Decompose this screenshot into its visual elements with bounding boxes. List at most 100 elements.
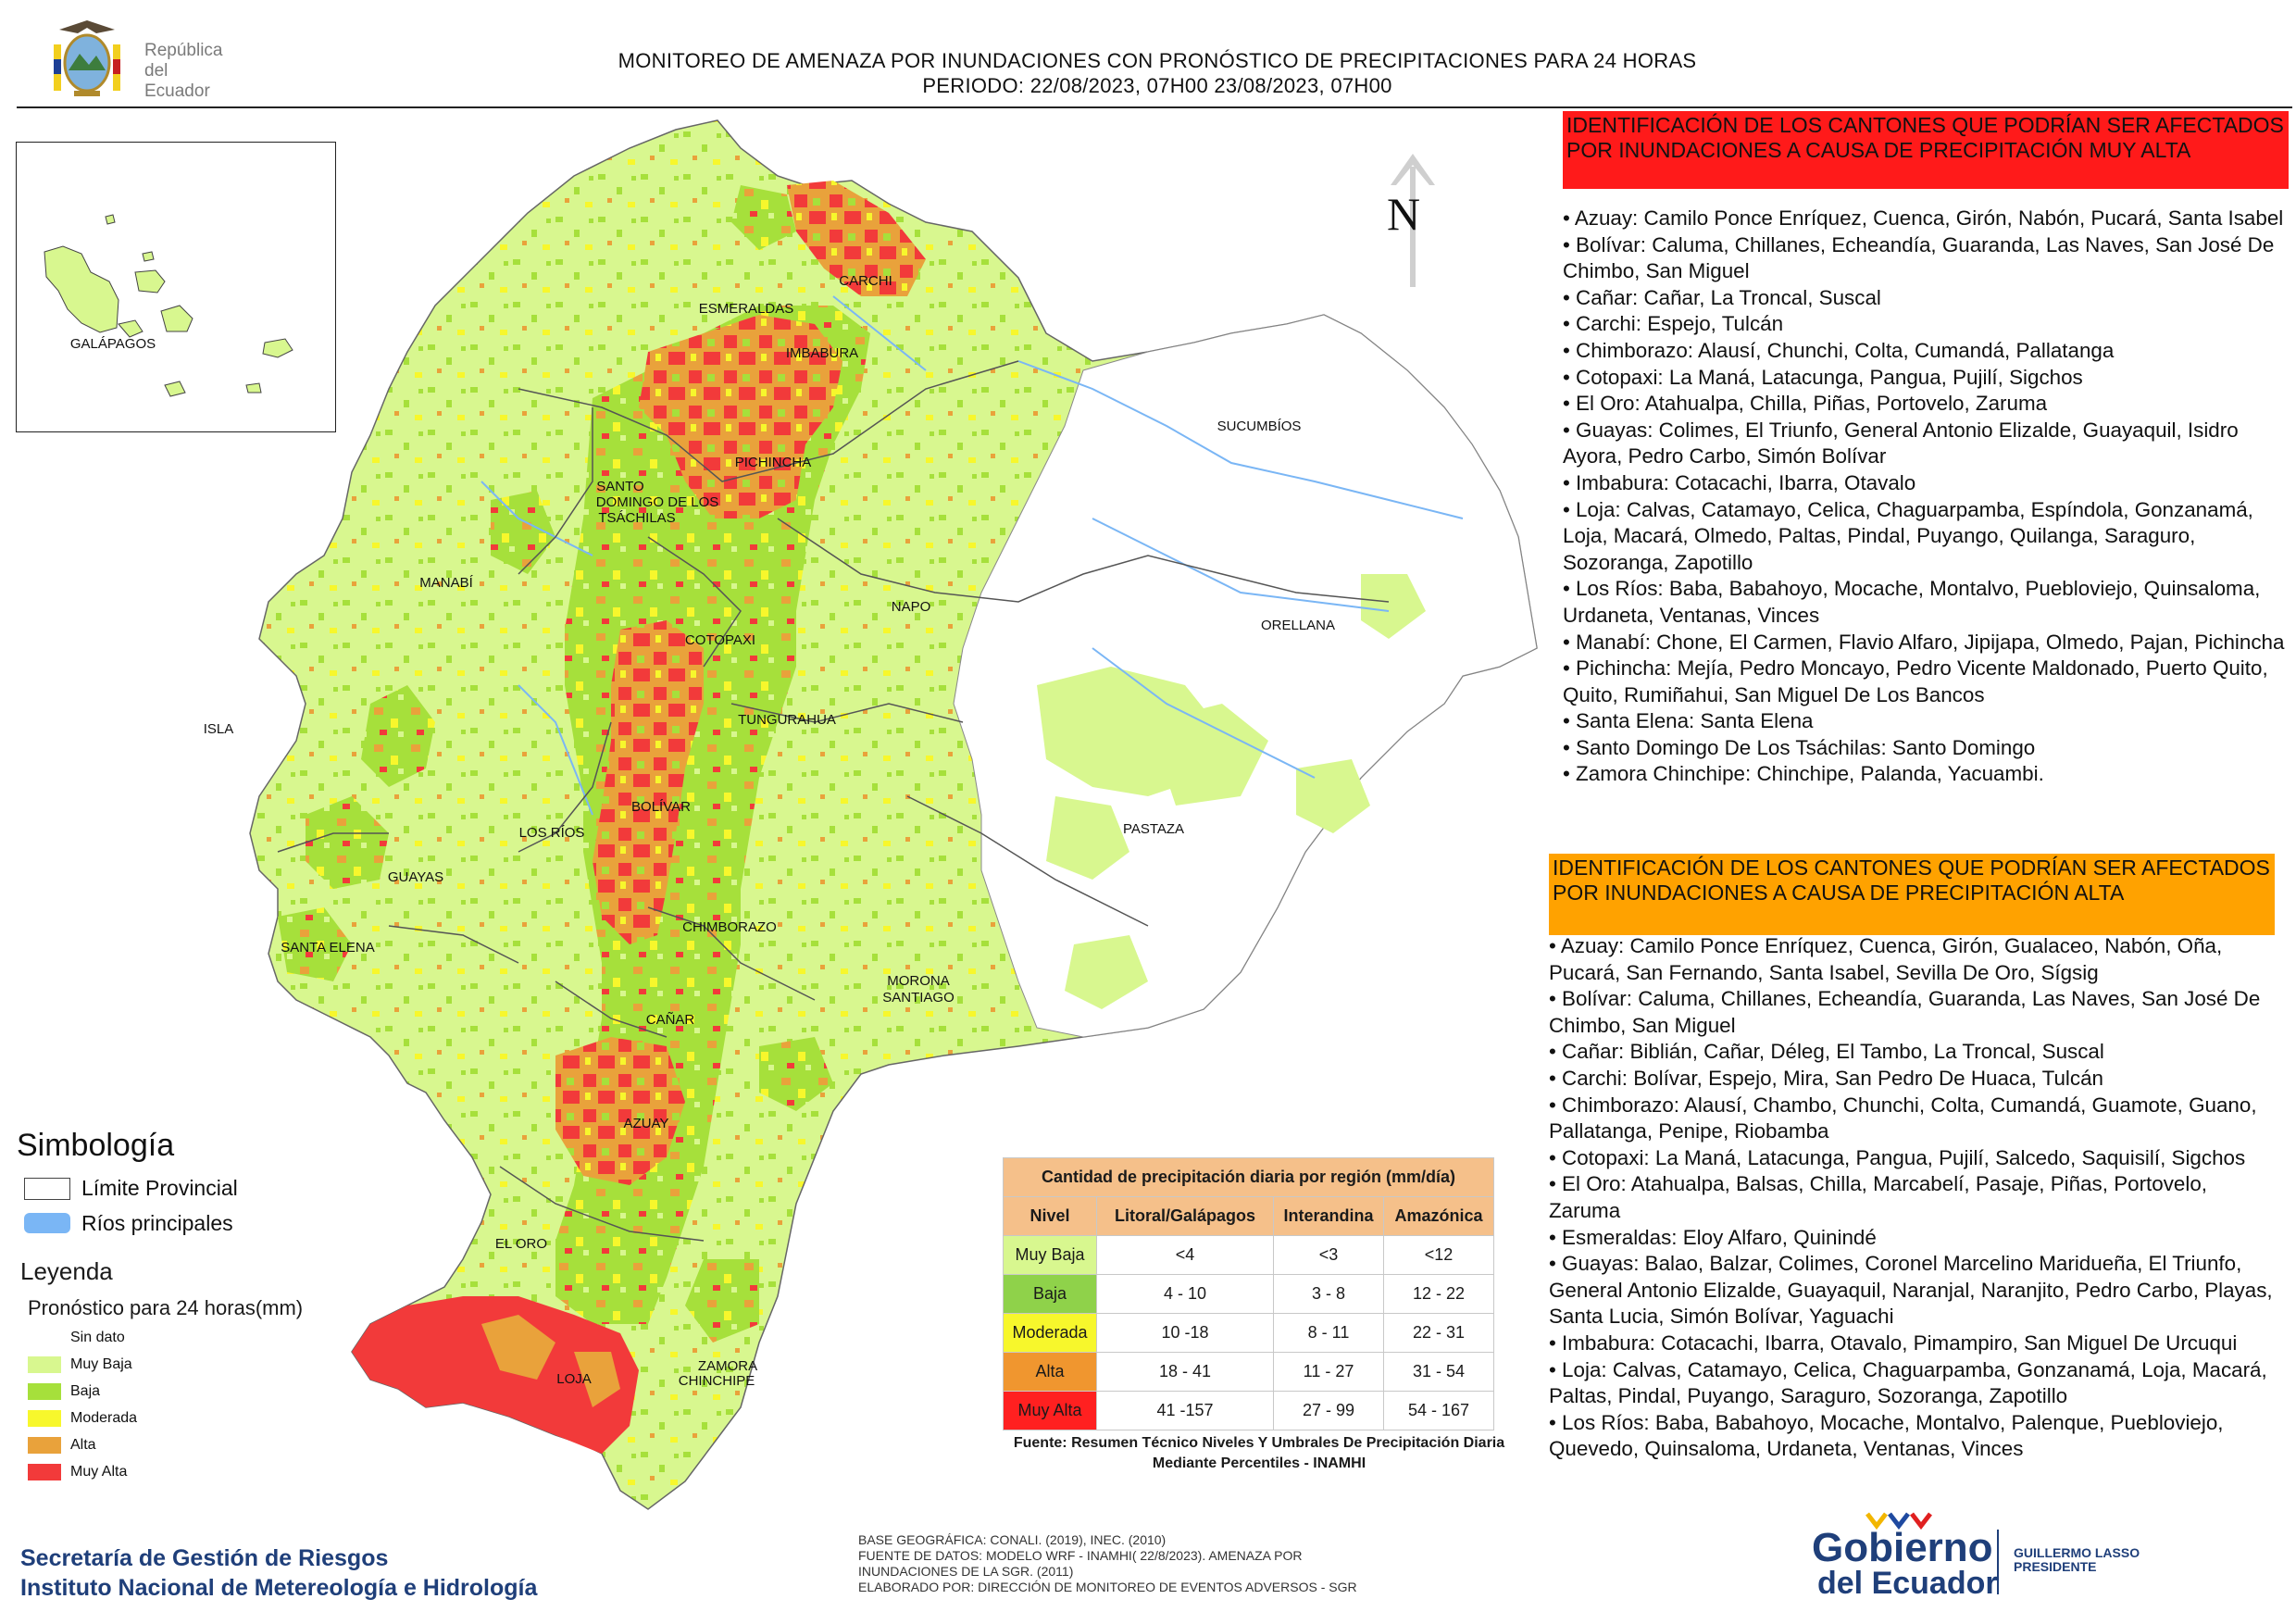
label-santo-2: DOMINGO DE LOS — [596, 494, 719, 510]
moderada-swatch — [28, 1410, 61, 1427]
baja-swatch — [28, 1383, 61, 1400]
ecuador-map: CARCHI ESMERALDAS IMBABURA SUCUMBÍOS PIC… — [204, 119, 1538, 1510]
list-item: • Bolívar: Caluma, Chillanes, Echeandía,… — [1563, 232, 2275, 283]
del-ecuador-word: del Ecuador — [1817, 1566, 1998, 1601]
label-sucumbios: SUCUMBÍOS — [1217, 418, 1302, 434]
list-item: • Santa Elena: Santa Elena — [1563, 709, 1814, 733]
table-header: Interandina — [1273, 1196, 1384, 1236]
list-item: • El Oro: Atahualpa, Chilla, Piñas, Port… — [1563, 392, 2048, 416]
label-pastaza: PASTAZA — [1123, 821, 1184, 837]
central-hot-zone — [593, 620, 704, 944]
table-cell: <3 — [1273, 1235, 1384, 1275]
table-cell: 31 - 54 — [1383, 1352, 1494, 1392]
credit-line: FUENTE DE DATOS: MODELO WRF - INAMHI( 22… — [858, 1548, 1303, 1563]
table-cell: <4 — [1096, 1235, 1274, 1275]
alta-heading: IDENTIFICACIÓN DE LOS CANTONES QUE PODRÍ… — [1549, 854, 2275, 935]
table-cell-nivel: Muy Alta — [1003, 1391, 1097, 1430]
list-item: • Imbabura: Cotacachi, Ibarra, Otavalo, … — [1549, 1330, 2238, 1355]
north-arrow-icon: N — [1387, 154, 1435, 287]
label-guayas: GUAYAS — [388, 869, 443, 885]
list-item: • Carchi: Bolívar, Espejo, Mira, San Ped… — [1549, 1066, 2103, 1090]
label-manabi: MANABÍ — [419, 575, 473, 591]
president-name: GUILLERMO LASSO — [2014, 1545, 2140, 1560]
label-zamora-2: CHINCHIPE — [679, 1373, 755, 1389]
list-item: • Chimborazo: Alausí, Chambo, Chunchi, C… — [1549, 1093, 2257, 1143]
label-azuay: AZUAY — [624, 1116, 669, 1131]
title-line1: MONITOREO DE AMENAZA POR INUNDACIONES CO… — [618, 49, 1697, 72]
list-item: • El Oro: Atahualpa, Balsas, Chilla, Mar… — [1549, 1172, 2208, 1222]
label-santa-elena: SANTA ELENA — [281, 940, 374, 956]
logo-text-line2: del Ecuador — [144, 61, 210, 101]
list-item: • Guayas: Colimes, El Triunfo, General A… — [1563, 418, 2239, 468]
list-item: • Los Ríos: Baba, Babahoyo, Mocache, Mon… — [1563, 577, 2261, 627]
table-cell: <12 — [1383, 1235, 1494, 1275]
table-cell: 11 - 27 — [1273, 1352, 1384, 1392]
header-divider — [17, 106, 2292, 108]
list-item: • Azuay: Camilo Ponce Enríquez, Cuenca, … — [1563, 206, 2284, 230]
page-title: MONITOREO DE AMENAZA POR INUNDACIONES CO… — [278, 48, 2037, 98]
label-pichincha: PICHINCHA — [735, 455, 812, 470]
org-inamhi: Instituto Nacional de Metereología e Hid… — [20, 1575, 538, 1601]
muy-alta-swatch — [28, 1464, 61, 1480]
list-item: • Guayas: Balao, Balzar, Colimes, Corone… — [1549, 1252, 2273, 1329]
label-isla: ISLA — [204, 721, 234, 737]
table-cell: 3 - 8 — [1273, 1274, 1384, 1314]
limite-provincial-label: Límite Provincial — [81, 1176, 238, 1200]
alta-label: Alta — [70, 1437, 96, 1453]
table-cell: 8 - 11 — [1273, 1313, 1384, 1353]
president-title: PRESIDENTE — [2014, 1559, 2097, 1574]
republica-ecuador-logo: República del Ecuador — [33, 9, 237, 102]
list-item: • Loja: Calvas, Catamayo, Celica, Chagua… — [1549, 1357, 2267, 1408]
provincial-boundaries — [277, 360, 1390, 1242]
org-sgr: Secretaría de Gestión de Riesgos — [20, 1545, 389, 1571]
north-hot-zone — [639, 315, 842, 518]
list-item: • Cotopaxi: La Maná, Latacunga, Pangua, … — [1563, 365, 2083, 389]
label-orellana: ORELLANA — [1261, 618, 1335, 633]
muy-alta-list: • Azuay: Camilo Ponce Enríquez, Cuenca, … — [1563, 206, 2289, 788]
credit-line: INUNDACIONES DE LA SGR. (2011) — [858, 1564, 1074, 1579]
label-zamora-1: ZAMORA — [698, 1358, 757, 1374]
label-morona-1: MORONA — [887, 973, 950, 989]
gobierno-logo: Gobierno del Ecuador GUILLERMO LASSO PRE… — [1812, 1509, 2293, 1602]
label-cotopaxi: COTOPAXI — [685, 632, 755, 648]
list-item: • Cañar: Biblián, Cañar, Déleg, El Tambo… — [1549, 1040, 2104, 1064]
list-item: • Los Ríos: Baba, Babahoyo, Mocache, Mon… — [1549, 1410, 2224, 1461]
label-canar: CAÑAR — [646, 1012, 695, 1028]
table-cell-nivel: Muy Baja — [1003, 1235, 1097, 1275]
table-cell: 27 - 99 — [1273, 1391, 1384, 1430]
footer-organizations: Secretaría de Gestión de Riesgos Institu… — [20, 1543, 537, 1603]
table-cell-nivel: Moderada — [1003, 1313, 1097, 1353]
table-cell: 12 - 22 — [1383, 1274, 1494, 1314]
sin-dato-swatch — [28, 1330, 61, 1346]
sin-dato-label: Sin dato — [70, 1330, 125, 1345]
title-line2: PERIODO: 22/08/2023, 07H00 23/08/2023, 0… — [922, 74, 1392, 97]
precipitation-table: Cantidad de precipitación diaria por reg… — [1003, 1157, 1494, 1430]
table-row: Alta 18 - 41 11 - 27 31 - 54 — [1003, 1352, 1494, 1392]
north-arrow: N — [1379, 148, 1454, 287]
leyenda-title: Leyenda — [20, 1257, 113, 1285]
table-source: Fuente: Resumen Técnico Niveles Y Umbral… — [1013, 1435, 1505, 1471]
rios-label: Ríos principales — [81, 1211, 233, 1235]
muy-alta-heading: IDENTIFICACIÓN DE LOS CANTONES QUE PODRÍ… — [1563, 111, 2289, 189]
list-item: • Bolívar: Caluma, Chillanes, Echeandía,… — [1549, 987, 2261, 1037]
pronostico-title: Pronóstico para 24 horas(mm) — [28, 1296, 304, 1319]
logo-text-line1: República — [144, 41, 223, 60]
label-napo: NAPO — [892, 599, 931, 615]
list-item: • Cañar: Cañar, La Troncal, Suscal — [1563, 285, 1881, 309]
president-block: GUILLERMO LASSO PRESIDENTE — [2014, 1546, 2140, 1574]
table-cell: 4 - 10 — [1096, 1274, 1274, 1314]
list-item: • Manabí: Chone, El Carmen, Flavio Alfar… — [1563, 630, 2285, 654]
baja-label: Baja — [70, 1383, 101, 1399]
table-title: Cantidad de precipitación diaria por reg… — [1003, 1157, 1494, 1197]
table-cell: 22 - 31 — [1383, 1313, 1494, 1353]
list-item: • Carchi: Espejo, Tulcán — [1563, 312, 1784, 336]
table-cell: 18 - 41 — [1096, 1352, 1274, 1392]
moderada-label: Moderada — [70, 1410, 138, 1426]
credit-line: BASE GEOGRÁFICA: CONALI. (2019), INEC. (… — [858, 1532, 1167, 1547]
list-item: • Loja: Calvas, Catamayo, Celica, Chagua… — [1563, 497, 2253, 574]
table-cell: 41 -157 — [1096, 1391, 1274, 1430]
logo-divider — [1997, 1530, 1999, 1594]
galapagos-inset: GALÁPAGOS — [16, 142, 336, 432]
azuay-hot-zone — [555, 1037, 685, 1185]
table-cell-nivel: Alta — [1003, 1352, 1097, 1392]
